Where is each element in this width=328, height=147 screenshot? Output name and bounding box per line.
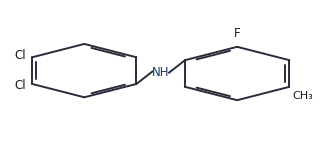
Text: CH₃: CH₃ xyxy=(293,91,313,101)
Text: NH: NH xyxy=(152,66,170,78)
Text: Cl: Cl xyxy=(14,79,26,92)
Text: F: F xyxy=(234,27,240,40)
Text: Cl: Cl xyxy=(14,49,26,62)
